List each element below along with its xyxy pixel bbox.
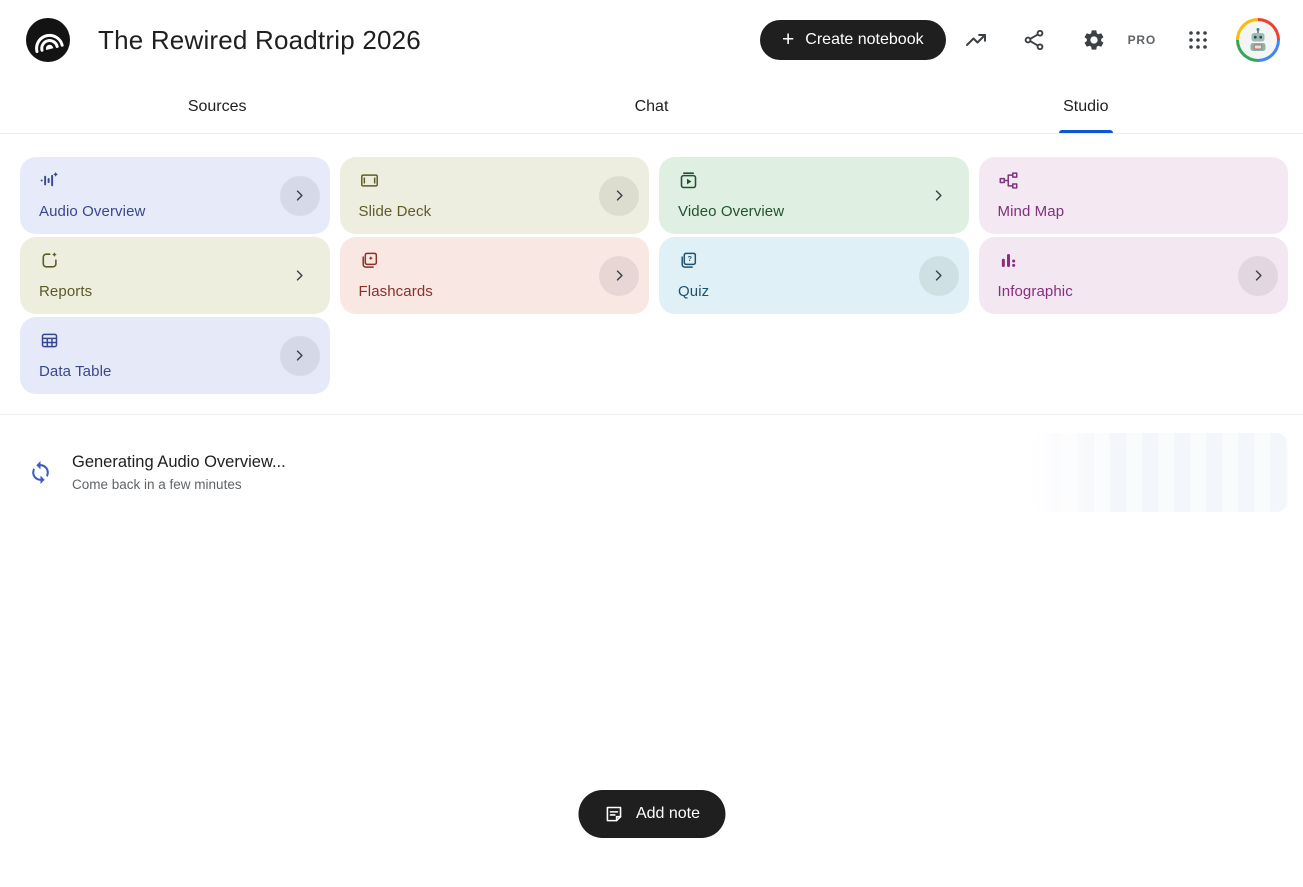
audio-waveform-sparkle-icon	[39, 170, 60, 191]
trending-up-icon	[965, 34, 986, 46]
tab-sources[interactable]: Sources	[0, 80, 434, 133]
active-tab-underline	[1058, 130, 1113, 133]
card-label: Quiz	[678, 283, 710, 300]
notebooklm-logo-icon	[26, 18, 70, 62]
share-button[interactable]	[1022, 28, 1046, 52]
chevron-right-icon	[291, 347, 308, 364]
open-tool-chevron-button[interactable]	[280, 256, 320, 296]
add-note-button[interactable]: Add note	[577, 790, 726, 838]
loading-skeleton	[1030, 433, 1288, 512]
chevron-right-icon	[930, 267, 947, 284]
apps-grid-icon	[1189, 31, 1207, 49]
infographic-icon	[998, 250, 1019, 271]
section-divider	[0, 414, 1303, 415]
card-label: Infographic	[997, 283, 1073, 300]
quiz-icon	[678, 250, 699, 271]
card-label: Reports	[39, 283, 93, 300]
studio-card-quiz[interactable]: Quiz	[659, 237, 969, 314]
video-overview-icon	[678, 170, 699, 191]
note-icon	[606, 806, 621, 821]
analytics-button[interactable]	[964, 28, 988, 52]
create-notebook-label: Create notebook	[805, 31, 924, 48]
panel-tabs: Sources Chat Studio	[0, 80, 1303, 134]
tab-chat-label: Chat	[634, 97, 669, 115]
gear-icon	[1084, 30, 1103, 50]
studio-card-audio-overview[interactable]: Audio Overview	[20, 157, 330, 234]
chevron-right-icon	[930, 187, 947, 204]
studio-card-data-table[interactable]: Data Table	[20, 317, 330, 394]
card-label: Video Overview	[678, 203, 785, 220]
generation-status-title: Generating Audio Overview...	[72, 453, 286, 471]
card-label: Data Table	[39, 363, 112, 380]
pro-badge: PRO	[1127, 33, 1156, 47]
open-tool-chevron-button[interactable]	[919, 176, 959, 216]
tab-studio-label: Studio	[1063, 97, 1109, 115]
sync-spinner-icon	[32, 461, 49, 484]
chevron-right-icon	[611, 267, 628, 284]
tab-chat[interactable]: Chat	[434, 80, 868, 133]
generation-status-subtitle: Come back in a few minutes	[72, 477, 242, 492]
create-notebook-button[interactable]: + Create notebook	[760, 20, 946, 60]
studio-card-reports[interactable]: Reports	[20, 237, 330, 314]
studio-card-video-overview[interactable]: Video Overview	[659, 157, 969, 234]
notebook-title[interactable]: The Rewired Roadtrip 2026	[98, 24, 421, 55]
chevron-right-icon	[291, 267, 308, 284]
open-tool-chevron-button[interactable]	[599, 175, 639, 216]
studio-grid: Audio Overview Slide Deck Video Overview…	[20, 157, 1288, 394]
studio-card-flashcards[interactable]: Flashcards	[339, 237, 649, 314]
tab-sources-label: Sources	[187, 97, 247, 115]
reports-icon	[39, 250, 60, 271]
data-table-icon	[39, 330, 60, 351]
plus-icon: +	[782, 27, 795, 51]
flashcards-icon	[359, 250, 380, 271]
chevron-right-icon	[611, 187, 628, 204]
studio-card-infographic[interactable]: Infographic	[978, 237, 1288, 314]
generation-status-row: Generating Audio Overview... Come back i…	[28, 433, 1288, 512]
studio-card-mind-map[interactable]: Mind Map	[978, 157, 1288, 234]
share-icon	[1024, 29, 1043, 51]
add-note-label: Add note	[635, 805, 701, 822]
card-label: Audio Overview	[39, 203, 146, 220]
studio-card-slide-deck[interactable]: Slide Deck	[339, 157, 649, 234]
slide-deck-icon	[359, 170, 380, 191]
tab-studio[interactable]: Studio	[869, 80, 1303, 133]
google-apps-button[interactable]	[1186, 28, 1210, 52]
chevron-right-icon	[1250, 267, 1267, 284]
settings-button[interactable]	[1082, 28, 1106, 52]
open-tool-chevron-button[interactable]	[918, 255, 959, 296]
user-avatar[interactable]	[1236, 18, 1280, 62]
open-tool-chevron-button[interactable]	[1238, 255, 1278, 296]
open-tool-chevron-button[interactable]	[279, 335, 320, 376]
card-label: Mind Map	[997, 203, 1065, 220]
avatar-robot-image	[1239, 21, 1277, 59]
card-label: Slide Deck	[358, 203, 432, 220]
open-tool-chevron-button[interactable]	[599, 255, 639, 296]
mind-map-icon	[998, 170, 1019, 191]
top-app-bar: The Rewired Roadtrip 2026 + Create noteb…	[0, 0, 1303, 80]
open-tool-chevron-button[interactable]	[279, 175, 320, 216]
chevron-right-icon	[291, 187, 308, 204]
card-label: Flashcards	[358, 283, 433, 300]
